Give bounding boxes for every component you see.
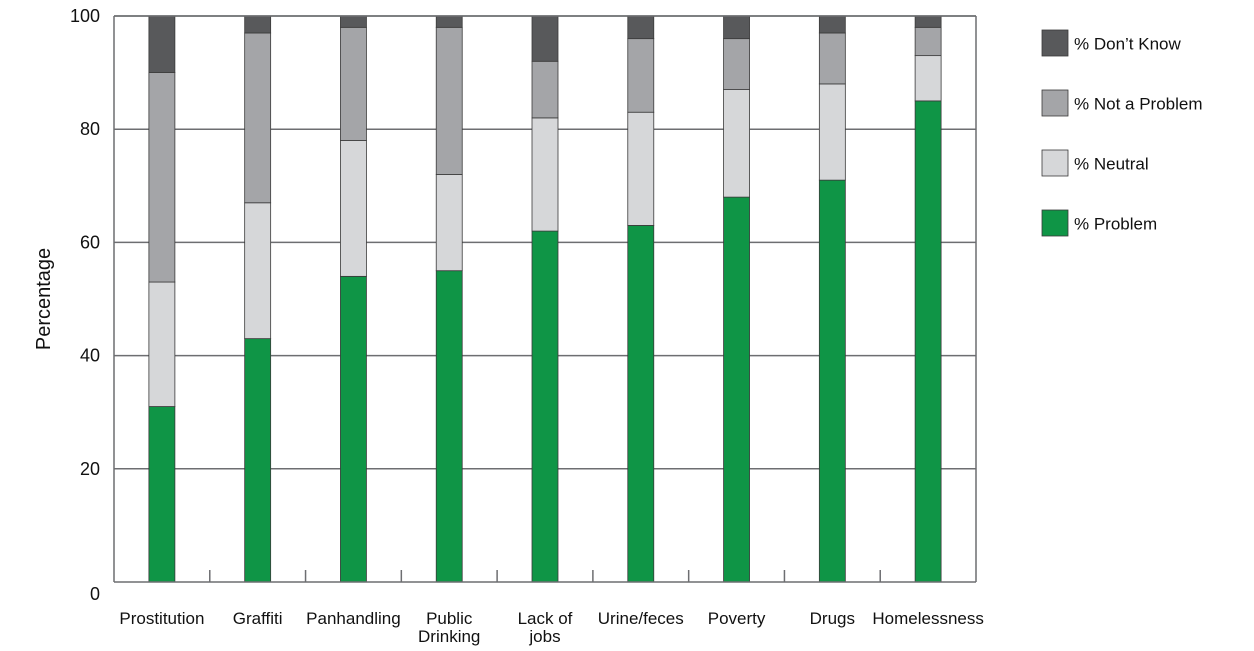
- bar-segment: [914, 15, 942, 28]
- y-tick-label: 80: [80, 119, 100, 139]
- y-tick-label: 20: [80, 459, 100, 479]
- bar-segment: [340, 15, 367, 28]
- x-category-label: Drugs: [810, 609, 855, 628]
- legend-swatch: [1041, 89, 1069, 117]
- legend-swatch: [1041, 29, 1069, 57]
- bar-segment: [244, 32, 272, 204]
- x-category-label: Panhandling: [306, 609, 401, 628]
- bar-segment: [435, 26, 463, 175]
- bar-segment: [340, 140, 367, 277]
- bar-segment: [627, 225, 655, 583]
- bar-segment: [627, 111, 655, 226]
- bar-segment: [435, 270, 463, 583]
- x-category-label: Poverty: [708, 609, 766, 628]
- bar-segment: [723, 15, 750, 40]
- bars-layer: [148, 15, 942, 583]
- bar-segment: [148, 406, 176, 583]
- bar-segment: [531, 15, 559, 62]
- x-category-label: Urine/feces: [598, 609, 684, 628]
- x-category-label: Graffiti: [233, 609, 283, 628]
- bar-segment: [723, 38, 750, 90]
- bar-segment: [148, 281, 176, 407]
- bar-segment: [723, 196, 750, 583]
- bar-segment: [627, 38, 655, 113]
- y-tick-label: 100: [70, 6, 100, 26]
- legend-label: % Not a Problem: [1074, 95, 1203, 114]
- bar-segment: [148, 72, 176, 283]
- bar-segment: [914, 26, 942, 57]
- bar-segment: [914, 55, 942, 102]
- bar-segment: [914, 100, 942, 583]
- x-category-label: Homelessness: [872, 609, 984, 628]
- legend-label: % Neutral: [1074, 155, 1149, 174]
- bar-segment: [818, 15, 846, 34]
- bar-segment: [340, 275, 367, 583]
- bar-segment: [818, 179, 846, 583]
- legend-swatch: [1041, 149, 1069, 177]
- bar-segment: [435, 174, 463, 272]
- x-category-label: Prostitution: [119, 609, 204, 628]
- bar-segment: [435, 15, 463, 28]
- bar-segment: [531, 117, 559, 232]
- y-axis-title: Percentage: [33, 248, 55, 350]
- y-tick-label: 40: [80, 346, 100, 366]
- bar-segment: [244, 338, 272, 583]
- x-category-label: Lack of jobs: [518, 609, 573, 646]
- bar-segment: [244, 202, 272, 340]
- labels-layer: 0 20 40 60 80 100 Percentage Prostitution Graffi…: [33, 6, 984, 646]
- legend-label: % Don’t Know: [1074, 35, 1181, 54]
- legend-label: % Problem: [1074, 215, 1157, 234]
- legend-swatch: [1041, 209, 1069, 237]
- y-tick-label: 0: [90, 584, 100, 604]
- bar-segment: [244, 15, 272, 34]
- bar-segment: [818, 83, 846, 181]
- x-category-label: Public Drinking: [418, 609, 480, 646]
- bar-segment: [340, 26, 367, 141]
- bar-segment: [723, 89, 750, 198]
- axes-layer: [113, 15, 977, 583]
- bar-segment: [531, 230, 559, 583]
- bar-segment: [148, 15, 176, 73]
- bar-segment: [531, 60, 559, 119]
- bar-segment: [627, 15, 655, 40]
- y-tick-label: 60: [80, 232, 100, 252]
- bar-segment: [818, 32, 846, 85]
- legend: % Don’t Know % Not a Problem % Neutral % Pr…: [1041, 29, 1203, 237]
